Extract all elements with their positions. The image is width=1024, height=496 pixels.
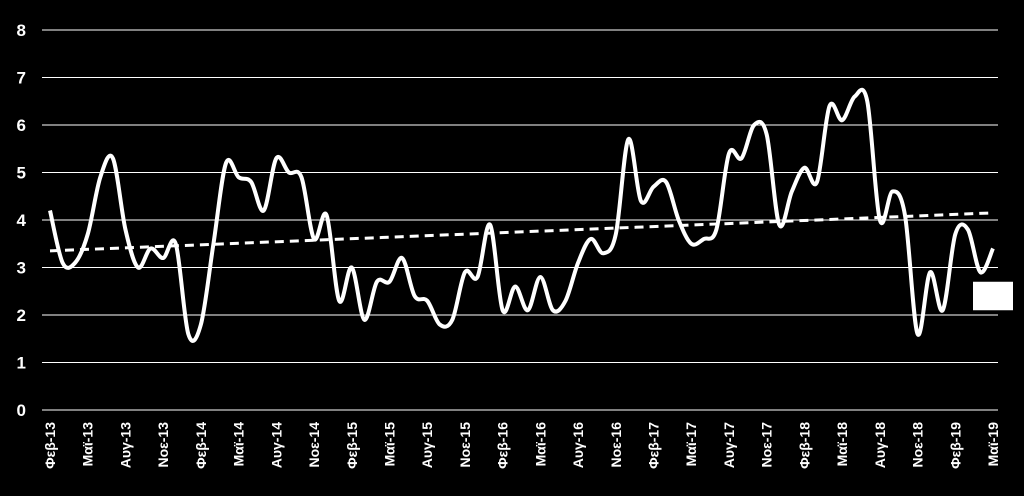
x-tick-label: Νοε-16 <box>608 422 624 468</box>
series-group <box>48 87 1013 343</box>
x-tick-label: Φεβ-16 <box>495 422 511 469</box>
x-tick-label: Μαϊ-15 <box>381 422 397 467</box>
x-tick-label: Αυγ-14 <box>268 422 284 468</box>
x-tick-label: Φεβ-18 <box>796 422 812 469</box>
y-tick-label: 6 <box>17 116 26 135</box>
y-tick-label: 0 <box>17 401 26 420</box>
y-tick-label: 7 <box>17 69 26 88</box>
x-tick-label: Νοε-18 <box>910 422 926 468</box>
y-tick-label: 1 <box>17 354 26 373</box>
y-tick-label: 3 <box>17 259 26 278</box>
y-tick-label: 8 <box>17 21 26 40</box>
x-tick-label: Αυγ-16 <box>570 422 586 468</box>
x-tick-label: Αυγ-15 <box>419 422 435 468</box>
x-tick-label: Νοε-13 <box>155 422 171 468</box>
annotation-marker <box>973 281 1013 311</box>
x-tick-label: Νοε-15 <box>457 422 473 468</box>
x-tick-label: Φεβ-19 <box>947 422 963 469</box>
x-tick-label: Φεβ-17 <box>646 422 662 469</box>
x-tick-label: Νοε-17 <box>759 422 775 468</box>
x-tick-label: Φεβ-15 <box>344 422 360 469</box>
x-tick-label: Μαϊ-17 <box>683 422 699 467</box>
series-line <box>48 87 995 343</box>
x-tick-label: Νοε-14 <box>306 422 322 468</box>
x-tick-label: Μαϊ-18 <box>834 422 850 467</box>
x-axis-ticks: Φεβ-13 Μαϊ-13 Αυγ-13 Νοε-13 Φεβ-14 Μαϊ-14 Αυγ-… <box>42 422 1001 469</box>
trendline <box>49 211 994 253</box>
x-tick-label: Μαϊ-16 <box>532 422 548 467</box>
y-axis-ticks: 0 1 2 3 4 5 6 7 8 <box>17 21 27 420</box>
x-tick-label: Αυγ-13 <box>117 422 133 468</box>
x-tick-label: Αυγ-17 <box>721 422 737 468</box>
y-tick-label: 5 <box>17 164 26 183</box>
gridlines <box>42 29 998 411</box>
x-tick-label: Μαϊ-19 <box>985 422 1001 467</box>
y-tick-label: 2 <box>17 306 26 325</box>
x-tick-label: Μαϊ-14 <box>231 422 247 467</box>
x-tick-label: Μαϊ-13 <box>80 422 96 467</box>
y-tick-label: 4 <box>17 211 27 230</box>
x-tick-label: Φεβ-14 <box>193 422 209 469</box>
x-tick-label: Φεβ-13 <box>42 422 58 469</box>
x-tick-label: Αυγ-18 <box>872 422 888 468</box>
